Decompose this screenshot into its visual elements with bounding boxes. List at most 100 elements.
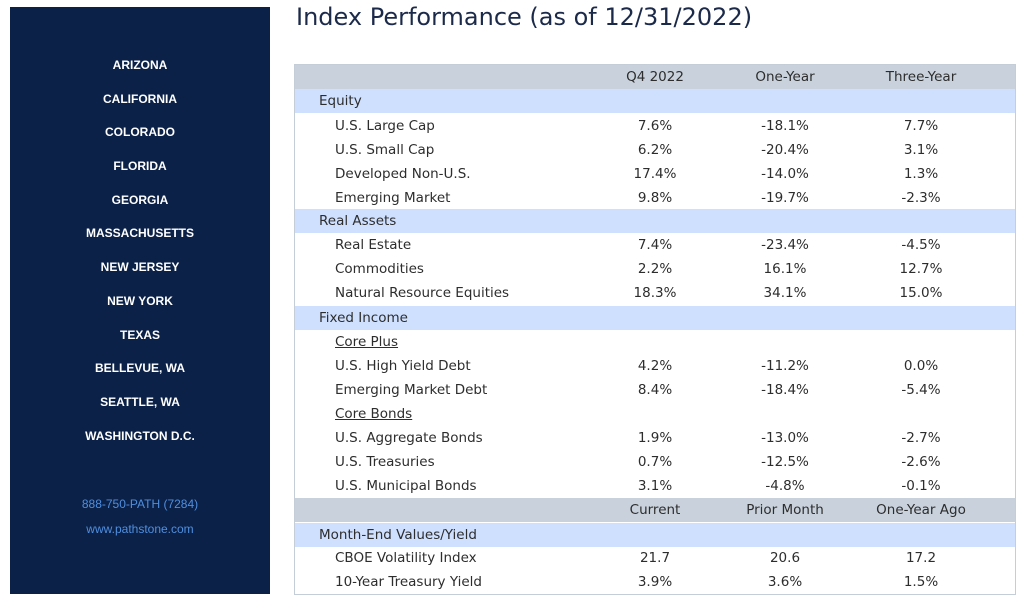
- row-one-year: -18.1%: [761, 118, 809, 134]
- row-q4: 9.8%: [637, 190, 673, 206]
- section-month-end: Month-End Values/Yield: [295, 523, 1015, 547]
- table-row: U.S. Large Cap 7.6% -18.1% 7.7%: [295, 114, 1015, 138]
- month-end-header-row: Current Prior Month One-Year Ago: [295, 498, 1015, 522]
- row-one-year: -19.7%: [761, 190, 809, 206]
- row-label: U.S. Large Cap: [335, 118, 435, 134]
- table-row: U.S. Treasuries 0.7% -12.5% -2.6%: [295, 450, 1015, 474]
- page-title: Index Performance (as of 12/31/2022): [296, 3, 753, 31]
- section-label: Equity: [319, 93, 362, 109]
- row-one-year: 34.1%: [763, 285, 807, 301]
- row-one-year: -18.4%: [761, 382, 809, 398]
- row-three-year: 15.0%: [899, 285, 943, 301]
- header-q4: Q4 2022: [626, 69, 684, 85]
- table-row: CBOE Volatility Index 21.7 20.6 17.2: [295, 546, 1015, 570]
- row-label: 10-Year Treasury Yield: [335, 574, 482, 590]
- row-three-year: -2.6%: [901, 454, 941, 470]
- header-prior-month: Prior Month: [746, 502, 824, 518]
- row-q4: 8.4%: [637, 382, 673, 398]
- location-colorado[interactable]: COLORADO: [105, 125, 175, 140]
- row-label: Emerging Market Debt: [335, 382, 488, 398]
- row-three-year: -4.5%: [901, 237, 941, 253]
- location-georgia[interactable]: GEORGIA: [111, 192, 169, 207]
- row-label: Emerging Market: [335, 190, 451, 206]
- row-one-year: -14.0%: [761, 166, 809, 182]
- subsection-label: Core Bonds: [335, 406, 413, 422]
- row-three-year: -5.4%: [901, 382, 941, 398]
- header-three-year: Three-Year: [885, 69, 957, 85]
- row-three-year: 3.1%: [903, 142, 939, 158]
- row-three-year: -0.1%: [901, 478, 941, 494]
- header-current: Current: [629, 502, 681, 518]
- table-row: Emerging Market Debt 8.4% -18.4% -5.4%: [295, 378, 1015, 402]
- row-one-year-ago: 17.2: [905, 550, 937, 566]
- row-q4: 1.9%: [637, 430, 673, 446]
- row-q4: 0.7%: [637, 454, 673, 470]
- location-texas[interactable]: TEXAS: [119, 327, 160, 342]
- row-one-year: -13.0%: [761, 430, 809, 446]
- section-label: Real Assets: [319, 213, 397, 229]
- header-one-year-ago: One-Year Ago: [876, 502, 966, 518]
- row-one-year: -11.2%: [761, 358, 809, 374]
- row-label: Real Estate: [335, 237, 412, 253]
- sidebar: ARIZONA CALIFORNIA COLORADO FLORIDA GEOR…: [10, 7, 270, 594]
- row-label: Natural Resource Equities: [335, 285, 510, 301]
- row-label: U.S. High Yield Debt: [335, 358, 471, 374]
- row-label: CBOE Volatility Index: [335, 550, 477, 566]
- location-arizona[interactable]: ARIZONA: [112, 58, 168, 72]
- section-real-assets: Real Assets: [295, 209, 1015, 233]
- location-california[interactable]: CALIFORNIA: [103, 91, 177, 106]
- performance-table: Q4 2022 One-Year Three-Year Equity U.S. …: [294, 64, 1016, 595]
- row-q4: 7.6%: [637, 118, 673, 134]
- row-current: 3.9%: [637, 574, 673, 590]
- table-row: Real Estate 7.4% -23.4% -4.5%: [295, 233, 1015, 257]
- row-label: U.S. Municipal Bonds: [335, 478, 477, 494]
- location-massachusetts[interactable]: MASSACHUSETTS: [85, 226, 194, 241]
- table-row: Commodities 2.2% 16.1% 12.7%: [295, 257, 1015, 281]
- row-one-year: -20.4%: [761, 142, 809, 158]
- location-new-york[interactable]: NEW YORK: [107, 293, 173, 308]
- row-label: Developed Non-U.S.: [335, 166, 471, 182]
- table-row: U.S. Small Cap 6.2% -20.4% 3.1%: [295, 138, 1015, 162]
- location-bellevue-wa[interactable]: BELLEVUE, WA: [94, 361, 185, 376]
- table-row: Developed Non-U.S. 17.4% -14.0% 1.3%: [295, 162, 1015, 186]
- row-label: U.S. Small Cap: [335, 142, 435, 158]
- phone-number[interactable]: 888-750-PATH (7284): [81, 497, 199, 511]
- row-three-year: -2.3%: [901, 190, 941, 206]
- section-equity: Equity: [295, 89, 1015, 113]
- subsection-label: Core Plus: [335, 334, 399, 350]
- row-q4: 2.2%: [637, 261, 673, 277]
- subsection-core-plus: Core Plus: [295, 330, 1015, 354]
- row-q4: 7.4%: [637, 237, 673, 253]
- table-header-row: Q4 2022 One-Year Three-Year: [295, 65, 1015, 89]
- table-row: Emerging Market 9.8% -19.7% -2.3%: [295, 186, 1015, 210]
- table-row: U.S. Municipal Bonds 3.1% -4.8% -0.1%: [295, 474, 1015, 498]
- row-one-year-ago: 1.5%: [903, 574, 939, 590]
- table-row: 10-Year Treasury Yield 3.9% 3.6% 1.5%: [295, 570, 1015, 594]
- row-prior-month: 20.6: [769, 550, 801, 566]
- table-row: U.S. High Yield Debt 4.2% -11.2% 0.0%: [295, 354, 1015, 378]
- row-one-year: -12.5%: [761, 454, 809, 470]
- row-three-year: 7.7%: [903, 118, 939, 134]
- section-label: Month-End Values/Yield: [319, 527, 477, 543]
- section-label: Fixed Income: [319, 310, 408, 326]
- row-three-year: -2.7%: [901, 430, 941, 446]
- location-washington-dc[interactable]: WASHINGTON D.C.: [85, 428, 195, 443]
- row-label: Commodities: [335, 261, 424, 277]
- row-label: U.S. Treasuries: [335, 454, 435, 470]
- location-seattle-wa[interactable]: SEATTLE, WA: [100, 394, 180, 409]
- row-prior-month: 3.6%: [767, 574, 803, 590]
- location-florida[interactable]: FLORIDA: [113, 159, 167, 174]
- row-one-year: -23.4%: [761, 237, 809, 253]
- location-new-jersey[interactable]: NEW JERSEY: [100, 260, 180, 275]
- website-link[interactable]: www.pathstone.com: [86, 522, 194, 536]
- row-three-year: 12.7%: [899, 261, 943, 277]
- row-current: 21.7: [639, 550, 671, 566]
- row-label: U.S. Aggregate Bonds: [335, 430, 483, 446]
- header-one-year: One-Year: [755, 69, 815, 85]
- table-row: U.S. Aggregate Bonds 1.9% -13.0% -2.7%: [295, 426, 1015, 450]
- table-row: Natural Resource Equities 18.3% 34.1% 15…: [295, 281, 1015, 305]
- row-q4: 18.3%: [633, 285, 677, 301]
- row-one-year: 16.1%: [763, 261, 807, 277]
- section-fixed-income: Fixed Income: [295, 306, 1015, 330]
- row-q4: 6.2%: [637, 142, 673, 158]
